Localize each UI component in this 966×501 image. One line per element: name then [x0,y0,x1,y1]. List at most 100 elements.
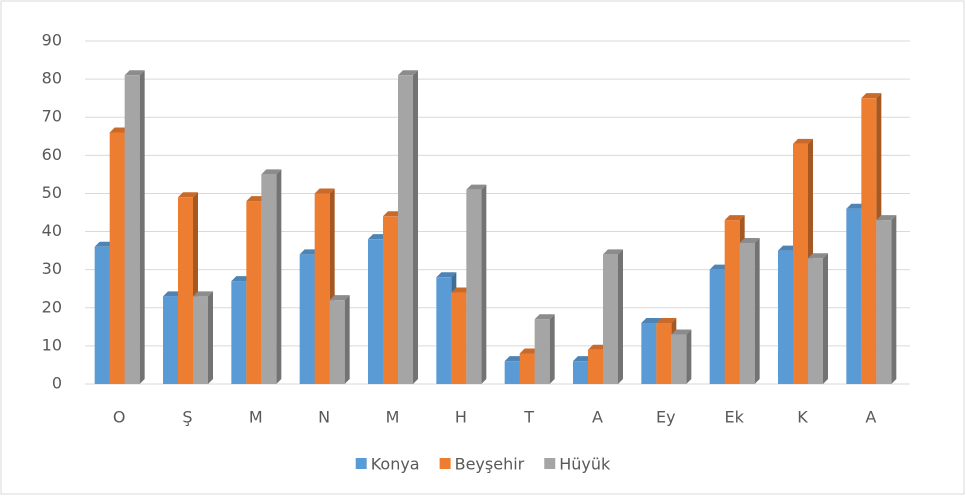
bar-front [163,296,178,384]
bar-front [724,220,740,384]
y-tick-label: 40 [42,221,62,240]
bar-front [588,349,603,384]
bar-top [861,93,882,99]
bar [534,314,555,384]
y-tick-label: 20 [42,297,62,316]
bar-top [808,253,828,259]
bar-front [178,197,193,384]
bar-front [641,323,657,384]
bar-side [344,295,350,384]
bar-top [724,215,745,221]
legend-swatch [355,458,367,469]
bar-front [534,319,550,384]
bar-front [603,254,618,384]
x-tick-label: A [865,408,876,427]
x-tick-label: Ek [724,408,744,427]
bar-front [876,220,892,384]
bar-front [793,143,808,384]
bar-top [739,237,760,243]
bar [876,215,897,384]
bar-front [656,323,672,384]
bar-side [618,249,623,384]
x-tick-label: K [797,408,808,427]
bar-side [276,169,282,384]
bar [603,249,623,384]
bar-top [534,314,555,320]
bar-side [754,237,760,384]
bar [329,295,350,384]
bar-front [193,296,208,384]
bar [739,237,760,384]
legend-label: Hüyük [559,455,611,474]
bar-top [261,169,282,175]
bar-front [504,361,520,384]
bar-front [436,277,452,384]
bar-top [124,70,145,76]
bar-front [109,132,125,384]
bar [466,184,487,384]
y-tick-label: 60 [42,145,62,164]
bar-top [314,188,335,194]
bar-top [671,329,692,335]
x-tick-label: Ey [656,408,676,427]
x-tick-label: A [592,408,603,427]
bar-top [641,318,662,324]
y-tick-label: 90 [42,31,62,50]
bar [808,253,828,384]
bar-front [398,75,413,385]
legend-swatch [439,458,451,469]
x-tick-label: N [318,408,330,427]
x-tick-label: H [455,408,467,427]
bar-front [261,174,277,384]
bar-front [329,300,345,384]
bar-front [519,353,535,384]
legend-label: Konya [371,455,420,474]
bar-top [193,291,213,297]
bar-top [178,192,198,198]
bar-front [709,269,725,384]
bar-top [603,249,623,255]
bar-front [671,334,687,384]
bar [398,70,418,385]
bar-top [793,138,813,144]
bar-top [398,70,418,76]
x-tick-label: Ş [182,408,192,427]
bar-front [314,193,330,384]
bar-front [124,75,140,385]
bar-front [778,250,793,384]
bar-front [231,281,247,384]
bar-top [466,184,487,190]
bar-top [329,295,350,301]
bar-top [656,318,677,324]
bar-side [139,70,145,385]
bar-front [739,242,755,384]
legend-swatch [544,458,556,469]
bar-side [208,291,213,384]
legend-label: Beyşehir [455,455,525,474]
bar-top [876,215,897,221]
bar-front [573,361,588,384]
bar-front [466,189,482,384]
bar-front [383,216,398,384]
bar-top [436,272,457,278]
x-tick-label: O [113,408,126,427]
y-tick-label: 50 [42,183,62,202]
x-tick-label: M [249,408,263,427]
bar [671,329,692,384]
y-tick-label: 70 [42,107,62,126]
x-tick-label: M [386,408,400,427]
bar-side [686,329,692,384]
bar-side [891,215,897,384]
y-tick-label: 80 [42,69,62,88]
bar-front [451,292,467,384]
y-tick-label: 10 [42,335,62,354]
bar-side [413,70,418,385]
y-tick-label: 30 [42,259,62,278]
bar-front [808,258,823,384]
bar-front [246,201,262,384]
bar [193,291,213,384]
x-tick-label: T [523,408,534,427]
bar-front [861,98,877,385]
